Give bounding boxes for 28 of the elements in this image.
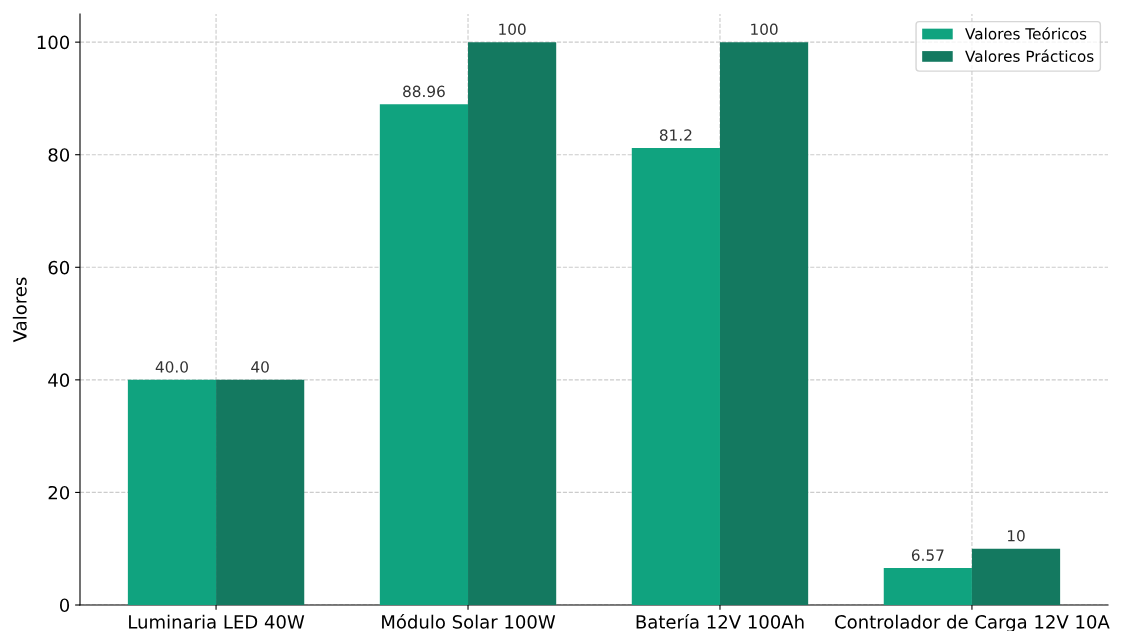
data-label: 10 <box>1007 530 1025 542</box>
data-label: 40 <box>251 361 269 373</box>
y-axis-title: Valores <box>12 277 27 343</box>
bar <box>631 147 720 605</box>
bar <box>216 379 305 605</box>
bar <box>127 379 217 605</box>
data-label: 100 <box>499 23 526 36</box>
data-label: 81.2 <box>659 129 692 141</box>
bar <box>468 42 557 605</box>
data-label: 88.96 <box>403 85 445 98</box>
y-tick-label: 40 <box>48 373 70 387</box>
legend-label: Valores Prácticos <box>965 49 1094 62</box>
bar <box>719 42 809 605</box>
x-tick-label: Módulo Solar 100W <box>382 614 556 629</box>
data-label: 6.57 <box>911 549 944 561</box>
data-label: 40.0 <box>155 361 188 373</box>
y-tick-label: 20 <box>48 485 70 500</box>
x-tick-label: Luminaria LED 40W <box>129 614 305 629</box>
bar <box>379 104 469 605</box>
x-tick-label: Batería 12V 100Ah <box>636 614 804 629</box>
data-label: 100 <box>751 23 778 36</box>
bar <box>883 568 972 605</box>
bar <box>971 548 1061 605</box>
y-tick-label: 60 <box>48 260 70 275</box>
y-tick-label: 100 <box>37 35 70 50</box>
y-tick-label: 80 <box>48 148 70 162</box>
y-tick-label: 0 <box>59 598 70 613</box>
legend-label: Valores Teóricos <box>965 27 1087 40</box>
